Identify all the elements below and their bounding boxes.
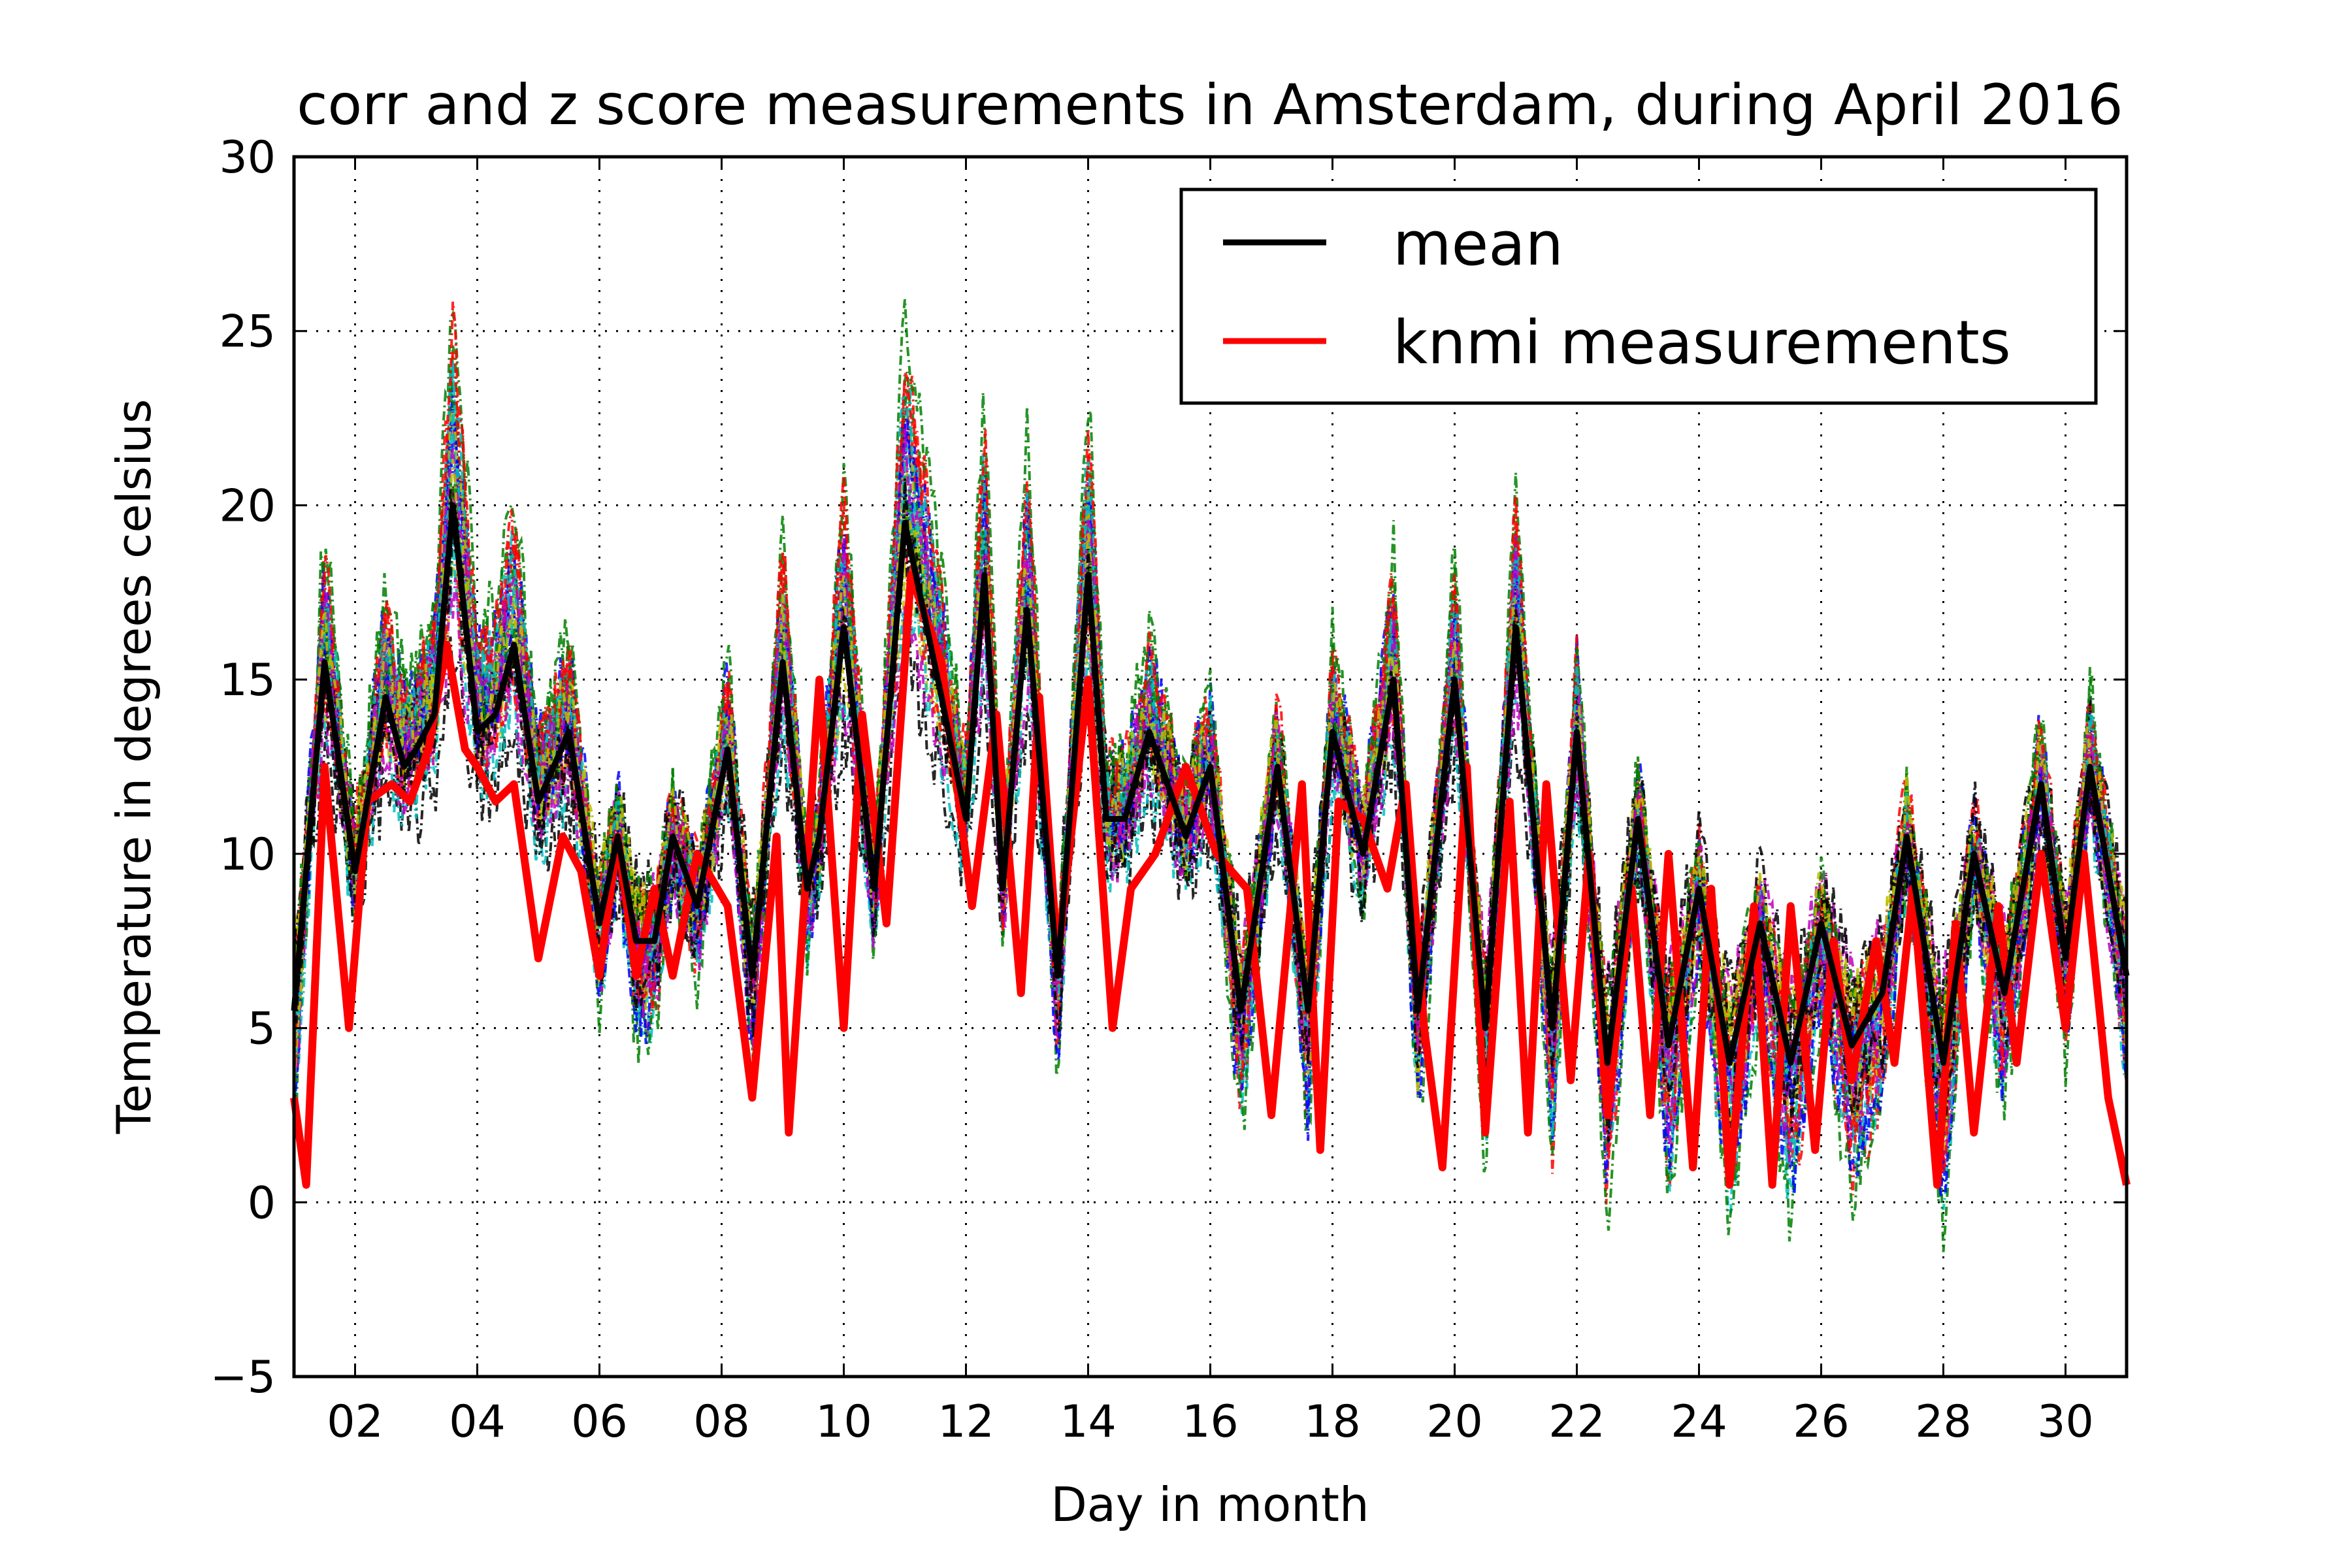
chart-title: corr and z score measurements in Amsterd… [297,73,2123,138]
x-tick-label: 08 [693,1396,750,1448]
x-axis-label: Day in month [1051,1477,1369,1532]
knmi-line [290,571,2131,1189]
y-tick-label: 30 [219,132,276,184]
y-tick-label: −5 [210,1352,276,1403]
x-tick-label: 18 [1304,1396,1361,1448]
sensor-trace [293,475,2128,1042]
series-lines [290,502,2131,1189]
sensor-trace [293,485,2128,1036]
x-tick-label: 20 [1426,1396,1483,1448]
legend-label-mean: mean [1393,209,1563,279]
x-tick-label: 30 [2037,1396,2094,1448]
x-tick-label: 10 [815,1396,872,1448]
y-axis-tick-labels: −5 0 5 10 15 20 25 30 [210,132,276,1403]
sensor-trace [293,351,2128,1205]
x-tick-label: 26 [1793,1396,1850,1448]
sensor-trace [293,459,2128,1070]
y-tick-label: 25 [219,306,276,358]
x-tick-label: 06 [571,1396,628,1448]
legend: mean knmi measurements [1179,188,2098,405]
x-tick-label: 04 [449,1396,506,1448]
tick-marks [294,155,2127,1378]
x-tick-label: 28 [1915,1396,1972,1448]
x-axis-tick-labels: 02 04 06 08 10 12 14 16 18 20 22 24 26 28 30 [327,1396,2094,1448]
legend-label-knmi: knmi measurements [1393,308,2011,378]
x-tick-label: 02 [327,1396,384,1448]
x-tick-label: 14 [1060,1396,1117,1448]
mean-line [291,502,2130,1066]
x-tick-label: 22 [1548,1396,1605,1448]
x-tick-label: 16 [1182,1396,1239,1448]
y-tick-label: 0 [248,1177,276,1229]
y-tick-label: 10 [219,829,276,881]
y-tick-label: 5 [248,1004,276,1055]
y-axis-label: Temperature in degrees celsius [106,399,161,1135]
x-tick-label: 24 [1671,1396,1727,1448]
x-tick-label: 12 [938,1396,994,1448]
y-tick-label: 15 [219,655,276,706]
sensor-trace [293,409,2128,1196]
legend-box [1179,188,2098,405]
y-tick-label: 20 [219,480,276,532]
